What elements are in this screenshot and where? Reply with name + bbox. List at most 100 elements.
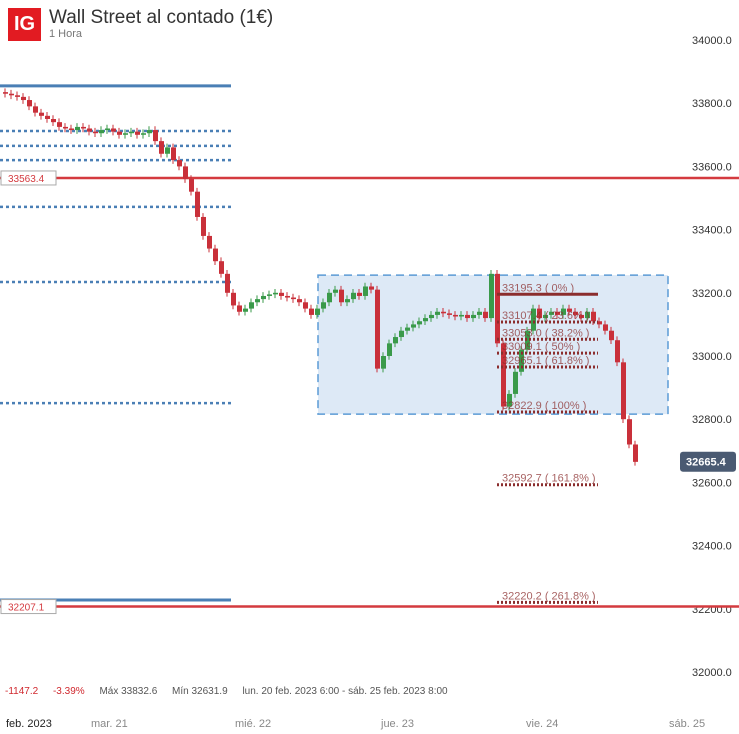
- candle-body: [141, 133, 146, 135]
- candle-body: [45, 115, 50, 119]
- candle-body: [309, 308, 314, 315]
- candle-body: [591, 311, 596, 322]
- ig-logo: IG: [8, 8, 41, 41]
- min-value: Mín 32631.9: [172, 686, 228, 697]
- candle-body: [621, 362, 626, 420]
- candle-body: [411, 324, 416, 328]
- candle-body: [225, 273, 230, 293]
- candle-body: [99, 130, 104, 134]
- candle-body: [273, 292, 278, 295]
- candle-body: [447, 313, 452, 315]
- candle-body: [51, 119, 56, 123]
- candle-body: [207, 235, 212, 249]
- candle-body: [93, 131, 98, 134]
- candle-body: [243, 308, 248, 312]
- level-label-box: [0, 599, 57, 615]
- fib-level-label: 32965.1 ( 61.8% ): [502, 355, 589, 367]
- last-price-label: 32665.4: [686, 457, 727, 469]
- candle-body: [135, 131, 140, 135]
- candle-body: [201, 216, 206, 236]
- date-range: lun. 20 feb. 2023 6:00 - sáb. 25 feb. 20…: [242, 686, 448, 697]
- candle-body: [129, 131, 134, 134]
- candle-body: [75, 126, 80, 131]
- candle-body: [39, 112, 44, 116]
- candle-body: [465, 314, 470, 319]
- last-price-tag: [680, 451, 736, 472]
- candle-body: [303, 302, 308, 309]
- candle-body: [33, 106, 38, 113]
- candle-body: [543, 314, 548, 319]
- candle-body: [183, 166, 188, 180]
- fib-level-label: 33107.4 ( 23.6% ): [502, 310, 589, 322]
- candle-body: [345, 299, 350, 303]
- y-tick: 33400.0: [692, 225, 732, 237]
- max-value: Máx 33832.6: [99, 686, 158, 697]
- candle-body: [519, 349, 524, 372]
- candle-body: [405, 327, 410, 331]
- candle-body: [585, 311, 590, 319]
- candle-body: [423, 318, 428, 322]
- candle-body: [9, 93, 14, 96]
- candle-body: [333, 289, 338, 293]
- change-value: -1147.2: [5, 686, 39, 697]
- stats-bar: -1147.2 -3.39% Máx 33832.6 Mín 32631.9 l…: [5, 686, 460, 697]
- candle-body: [219, 261, 224, 274]
- candle-body: [489, 273, 494, 319]
- candle-body: [117, 131, 122, 135]
- candle-body: [363, 286, 368, 296]
- candle-body: [15, 95, 20, 97]
- interval-label[interactable]: 1 Hora: [49, 28, 83, 40]
- level-label: 33563.4: [8, 174, 45, 185]
- candle-body: [249, 302, 254, 309]
- candle-body: [111, 128, 116, 132]
- candle-body: [477, 311, 482, 315]
- level-label-box: [0, 170, 57, 186]
- x-tick: sáb. 25: [669, 718, 706, 730]
- x-tick: vie. 24: [526, 718, 559, 730]
- y-tick: 33000.0: [692, 351, 732, 363]
- y-tick: 32000.0: [692, 667, 732, 679]
- candle-body: [3, 92, 8, 94]
- candle-body: [357, 292, 362, 296]
- candle-body: [285, 295, 290, 298]
- candle-body: [375, 289, 380, 369]
- candle-body: [153, 130, 158, 142]
- candle-body: [321, 302, 326, 309]
- candle-body: [417, 321, 422, 325]
- fib-level-label: 33009.1 ( 50% ): [502, 341, 580, 353]
- candle-body: [561, 308, 566, 315]
- candle-body: [573, 311, 578, 315]
- candle-body: [525, 330, 530, 350]
- level-label: 32207.1: [8, 603, 45, 614]
- fib-level-label: 32822.9 ( 100% ): [502, 400, 586, 412]
- y-tick: 33600.0: [692, 161, 732, 173]
- candle-body: [471, 314, 476, 319]
- candle-body: [459, 314, 464, 317]
- candle-body: [291, 297, 296, 300]
- candle-body: [495, 273, 500, 344]
- candle-body: [279, 292, 284, 296]
- candle-body: [327, 292, 332, 303]
- candle-body: [453, 314, 458, 317]
- candle-body: [429, 314, 434, 319]
- candle-body: [441, 311, 446, 314]
- candle-body: [57, 122, 62, 127]
- candle-body: [255, 299, 260, 303]
- fib-level-label: 33053.0 ( 38.2% ): [502, 327, 589, 339]
- candle-body: [21, 96, 26, 101]
- candle-body: [483, 311, 488, 319]
- y-tick: 32800.0: [692, 414, 732, 426]
- candle-body: [537, 308, 542, 319]
- candle-body: [171, 147, 176, 161]
- candle-body: [501, 343, 506, 407]
- candle-body: [531, 308, 536, 331]
- candle-body: [213, 248, 218, 262]
- change-percent: -3.39%: [52, 686, 85, 697]
- candle-body: [633, 444, 638, 462]
- candle-body: [195, 191, 200, 217]
- y-tick: 34000.0: [692, 35, 732, 47]
- candle-body: [87, 128, 92, 132]
- candle-body: [297, 299, 302, 303]
- candle-body: [63, 126, 68, 129]
